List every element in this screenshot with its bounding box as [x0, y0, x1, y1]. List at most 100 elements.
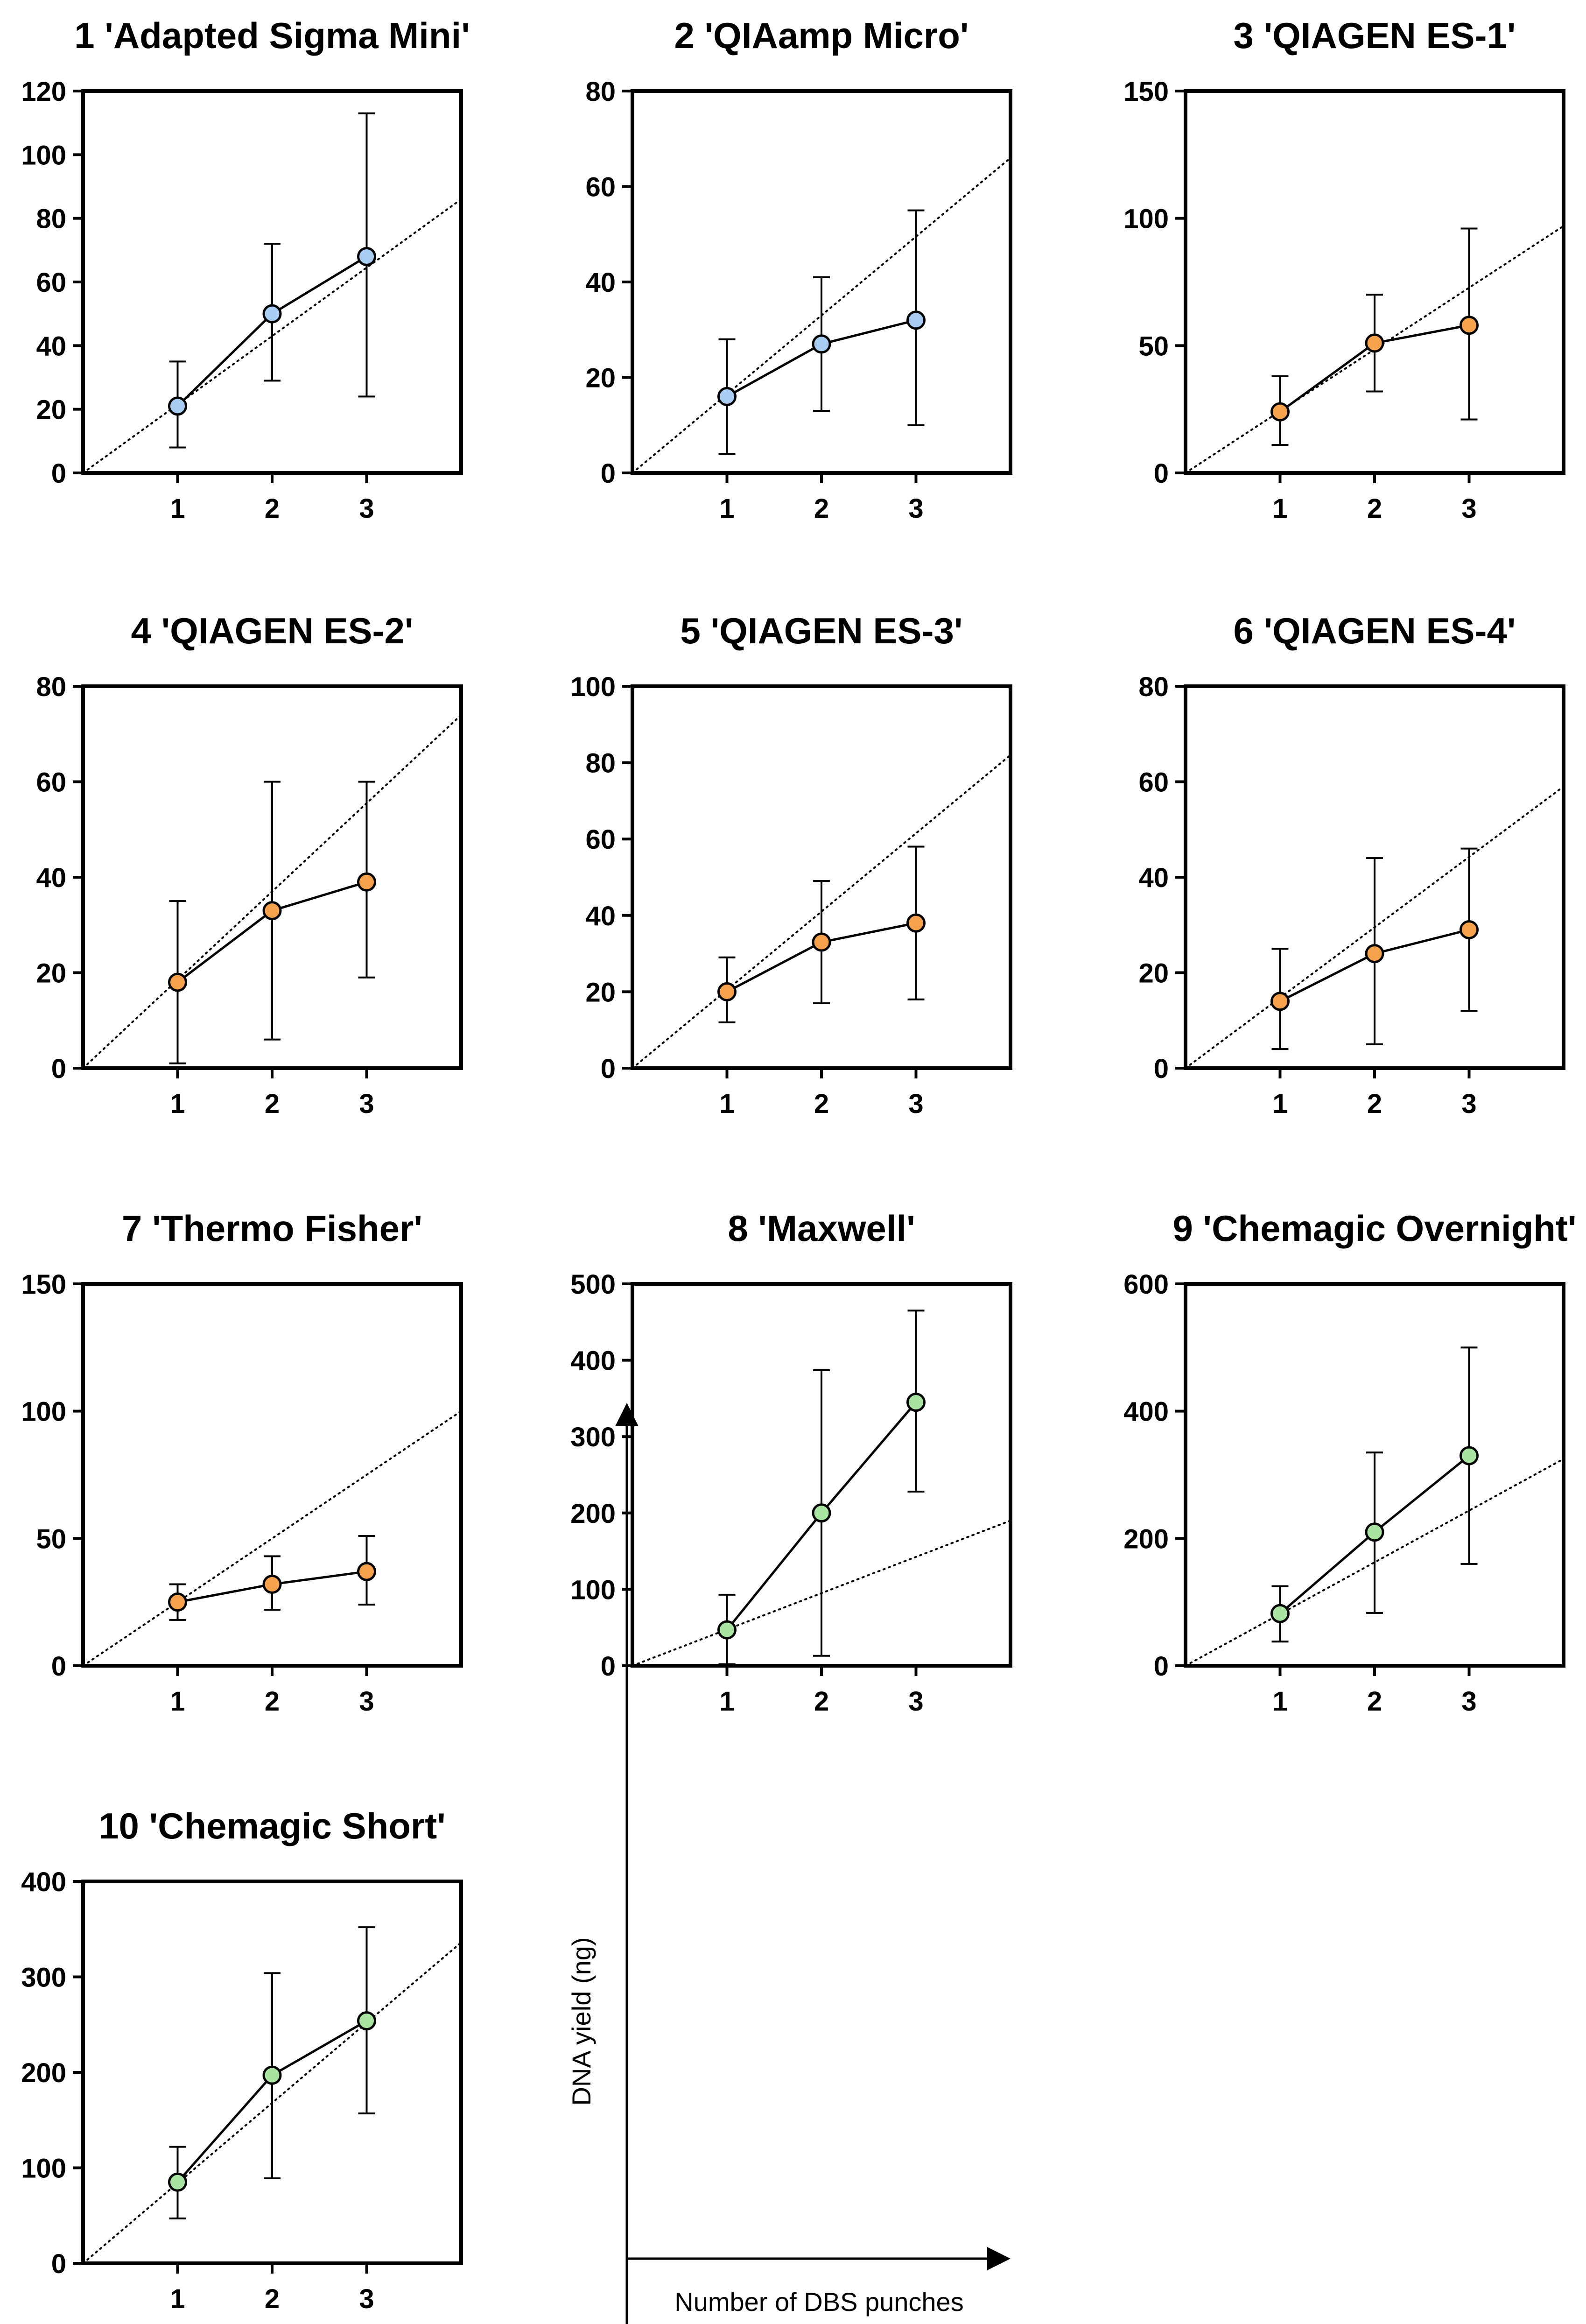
panel-title: 3 'QIAGEN ES-1' — [1234, 15, 1516, 56]
x-tick-label: 2 — [1367, 1089, 1382, 1119]
y-tick-label: 60 — [585, 172, 616, 203]
data-point — [717, 982, 737, 1001]
data-point — [812, 1503, 831, 1523]
plot-frame — [1184, 89, 1565, 475]
plot-frame — [631, 1282, 1012, 1668]
x-tick-label: 2 — [814, 493, 829, 524]
x-tick-label: 3 — [359, 493, 374, 524]
y-tick-label: 80 — [36, 672, 66, 702]
plot-frame — [81, 89, 463, 475]
chart-panel-10: 10 'Chemagic Short' 0 100 200 300 400 1 2 3 — [21, 1805, 463, 2314]
x-tick-label: 3 — [908, 1089, 923, 1119]
y-tick-label: 80 — [585, 748, 616, 779]
y-tick-label: 50 — [1138, 331, 1169, 361]
y-tick-label: 40 — [585, 268, 616, 298]
data-point — [812, 932, 831, 952]
y-tick-label: 0 — [601, 458, 616, 489]
x-tick-label: 1 — [170, 493, 185, 524]
panel-title: 8 'Maxwell' — [728, 1208, 915, 1249]
y-tick-label: 100 — [570, 672, 616, 702]
x-tick-label: 1 — [170, 2284, 185, 2314]
data-point — [262, 1574, 282, 1594]
y-tick-label: 20 — [585, 363, 616, 394]
chart-panel-6: 6 'QIAGEN ES-4' 0 20 40 60 80 1 2 3 — [1138, 610, 1565, 1119]
legend-x-label: Number of DBS punches — [674, 2287, 963, 2317]
y-tick-label: 20 — [585, 977, 616, 1007]
x-tick-label: 1 — [719, 1089, 734, 1119]
y-tick-label: 60 — [36, 268, 66, 298]
x-tick-label: 1 — [170, 1089, 185, 1119]
y-tick-label: 600 — [1123, 1269, 1169, 1300]
y-tick-label: 150 — [1123, 77, 1169, 107]
x-tick-label: 3 — [908, 493, 923, 524]
y-tick-label: 200 — [21, 2058, 66, 2088]
y-tick-label: 20 — [36, 395, 66, 425]
x-tick-label: 3 — [359, 2284, 374, 2314]
panel-title: 9 'Chemagic Overnight' — [1173, 1208, 1577, 1249]
data-point — [1365, 333, 1384, 353]
legend-y-label: DNA yield (ng) — [567, 1937, 596, 2106]
axis-legend: DNA yield (ng) Number of DBS punches — [567, 1403, 1011, 2324]
chart-panel-4: 4 'QIAGEN ES-2' 0 20 40 60 80 1 2 3 — [36, 610, 463, 1119]
data-point — [168, 972, 187, 992]
plot-frame — [81, 684, 463, 1070]
chart-panel-2: 2 'QIAamp Micro' 0 20 40 60 80 1 2 3 — [585, 15, 1012, 524]
y-tick-label: 0 — [1154, 458, 1169, 489]
y-tick-label: 300 — [570, 1422, 616, 1452]
x-tick-label: 1 — [1272, 1089, 1287, 1119]
y-tick-label: 50 — [36, 1524, 66, 1554]
y-tick-label: 150 — [21, 1269, 66, 1300]
x-tick-label: 3 — [1461, 1686, 1476, 1717]
trend-line — [83, 1410, 461, 1666]
plot-frame — [1184, 684, 1565, 1070]
y-tick-label: 40 — [585, 901, 616, 931]
x-tick-label: 2 — [1367, 1686, 1382, 1717]
y-tick-label: 0 — [1154, 1054, 1169, 1084]
y-tick-label: 20 — [36, 958, 66, 989]
y-tick-label: 0 — [51, 1651, 66, 1682]
data-point — [1365, 944, 1384, 964]
chart-panel-5: 5 'QIAGEN ES-3' 0 20 40 60 80 100 1 2 3 — [570, 610, 1012, 1119]
y-tick-label: 80 — [585, 77, 616, 107]
data-point — [357, 246, 376, 266]
data-point — [262, 901, 282, 921]
y-tick-label: 120 — [21, 77, 66, 107]
y-tick-label: 100 — [21, 2154, 66, 2184]
x-tick-label: 2 — [265, 1089, 280, 1119]
y-tick-label: 200 — [1123, 1524, 1169, 1554]
x-tick-label: 3 — [1461, 493, 1476, 524]
x-tick-label: 2 — [814, 1686, 829, 1717]
data-point — [1270, 402, 1290, 422]
y-tick-label: 300 — [21, 1963, 66, 1993]
y-tick-label: 400 — [570, 1346, 616, 1376]
panel-title: 4 'QIAGEN ES-2' — [131, 610, 414, 651]
x-tick-label: 3 — [359, 1089, 374, 1119]
chart-panel-1: 1 'Adapted Sigma Mini' 0 20 40 60 80 100 120 1 2 3 — [21, 15, 470, 524]
y-tick-label: 0 — [51, 1054, 66, 1084]
trend-line — [1186, 1458, 1564, 1666]
data-point — [1365, 1522, 1384, 1542]
y-tick-label: 0 — [51, 2249, 66, 2279]
data-point — [262, 304, 282, 324]
y-tick-label: 0 — [601, 1651, 616, 1682]
data-point — [1460, 920, 1479, 939]
y-tick-label: 40 — [36, 863, 66, 893]
data-point — [262, 2065, 282, 2085]
y-tick-label: 100 — [21, 1397, 66, 1427]
panel-title: 7 'Thermo Fisher' — [122, 1208, 422, 1249]
panel-title: 2 'QIAamp Micro' — [674, 15, 969, 56]
data-point — [1270, 1604, 1290, 1623]
data-point — [357, 872, 376, 892]
data-point — [168, 1592, 187, 1612]
data-point — [717, 1620, 737, 1640]
y-tick-label: 40 — [36, 331, 66, 361]
x-tick-label: 1 — [170, 1686, 185, 1717]
x-tick-label: 3 — [908, 1686, 923, 1717]
data-point — [1460, 316, 1479, 335]
x-tick-label: 2 — [265, 2284, 280, 2314]
x-tick-label: 3 — [359, 1686, 374, 1717]
y-tick-label: 40 — [1138, 863, 1169, 893]
panel-title: 10 'Chemagic Short' — [98, 1805, 446, 1846]
chart-panel-7: 7 'Thermo Fisher' 0 50 100 150 1 2 3 — [21, 1208, 463, 1717]
x-tick-label: 2 — [1367, 493, 1382, 524]
